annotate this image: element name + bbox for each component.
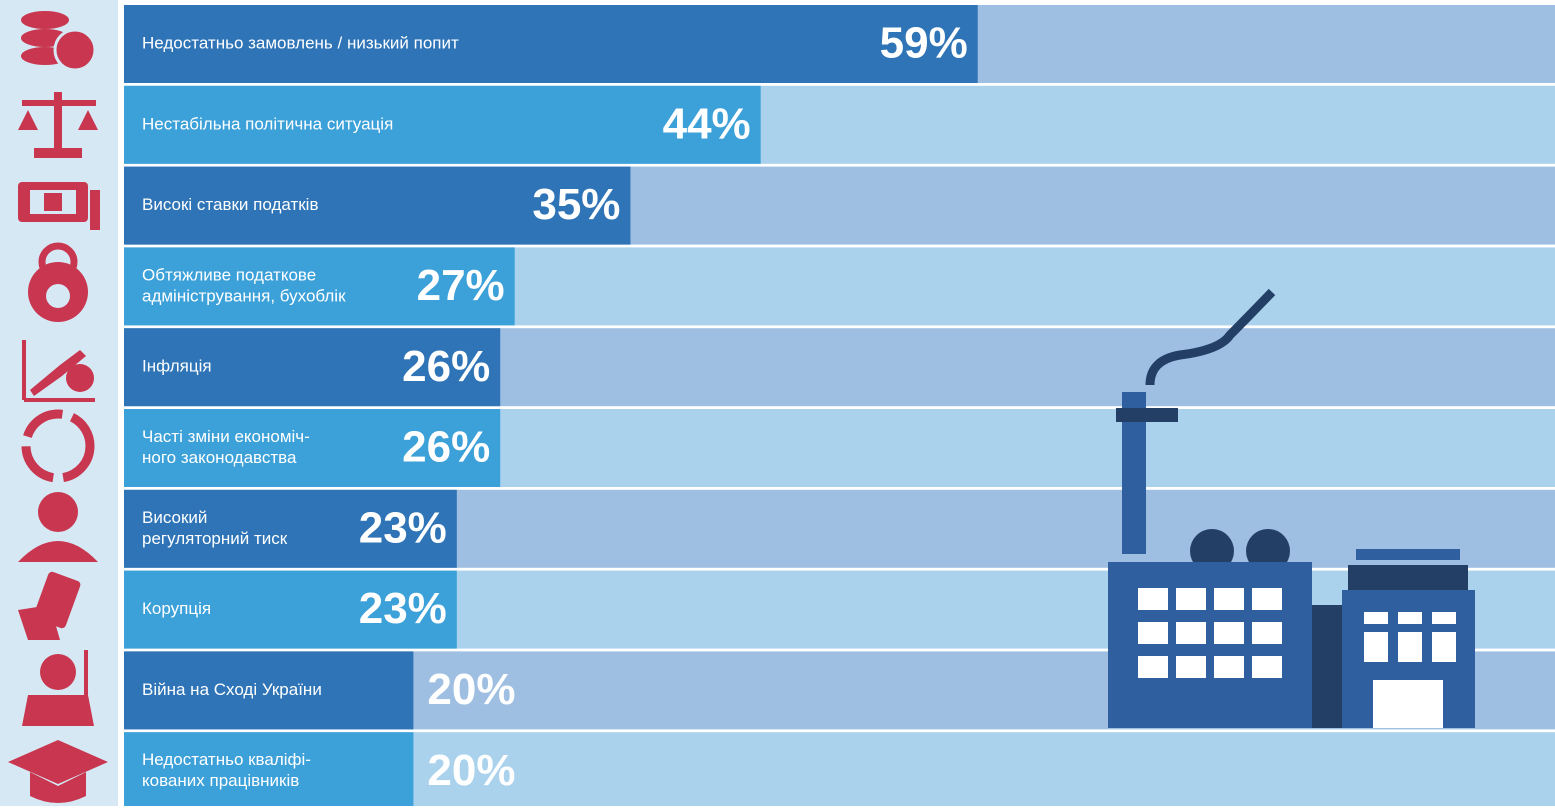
value-label: 23% <box>359 503 447 552</box>
value-label: 26% <box>402 342 490 391</box>
category-label: адміністрування, бухоблік <box>142 286 346 305</box>
category-label: Нестабільна політична ситуація <box>142 114 393 133</box>
value-label: 44% <box>663 99 751 148</box>
category-label: регуляторний тиск <box>142 529 288 548</box>
value-label: 23% <box>359 584 447 633</box>
value-label: 26% <box>402 423 490 472</box>
category-label: кованих працівників <box>142 771 299 790</box>
category-label: ного законодавства <box>142 448 297 467</box>
value-label: 20% <box>427 746 515 795</box>
category-label: Недостатньо кваліфі- <box>142 750 311 769</box>
category-label: Обтяжливе податкове <box>142 265 316 284</box>
category-label: Корупція <box>142 599 211 618</box>
value-label: 59% <box>880 19 968 68</box>
value-label: 20% <box>427 665 515 714</box>
category-label: Високий <box>142 508 207 527</box>
category-label: Війна на Сході України <box>142 680 322 699</box>
chart: Недостатньо замовлень / низький попит 59%… <box>0 0 1555 806</box>
category-label: Недостатньо замовлень / низький попит <box>142 33 459 52</box>
value-label: 27% <box>417 261 505 310</box>
category-label: Часті зміни економіч- <box>142 427 310 446</box>
value-label: 35% <box>532 180 620 229</box>
category-label: Високі ставки податків <box>142 195 318 214</box>
category-label: Інфляція <box>142 357 212 376</box>
